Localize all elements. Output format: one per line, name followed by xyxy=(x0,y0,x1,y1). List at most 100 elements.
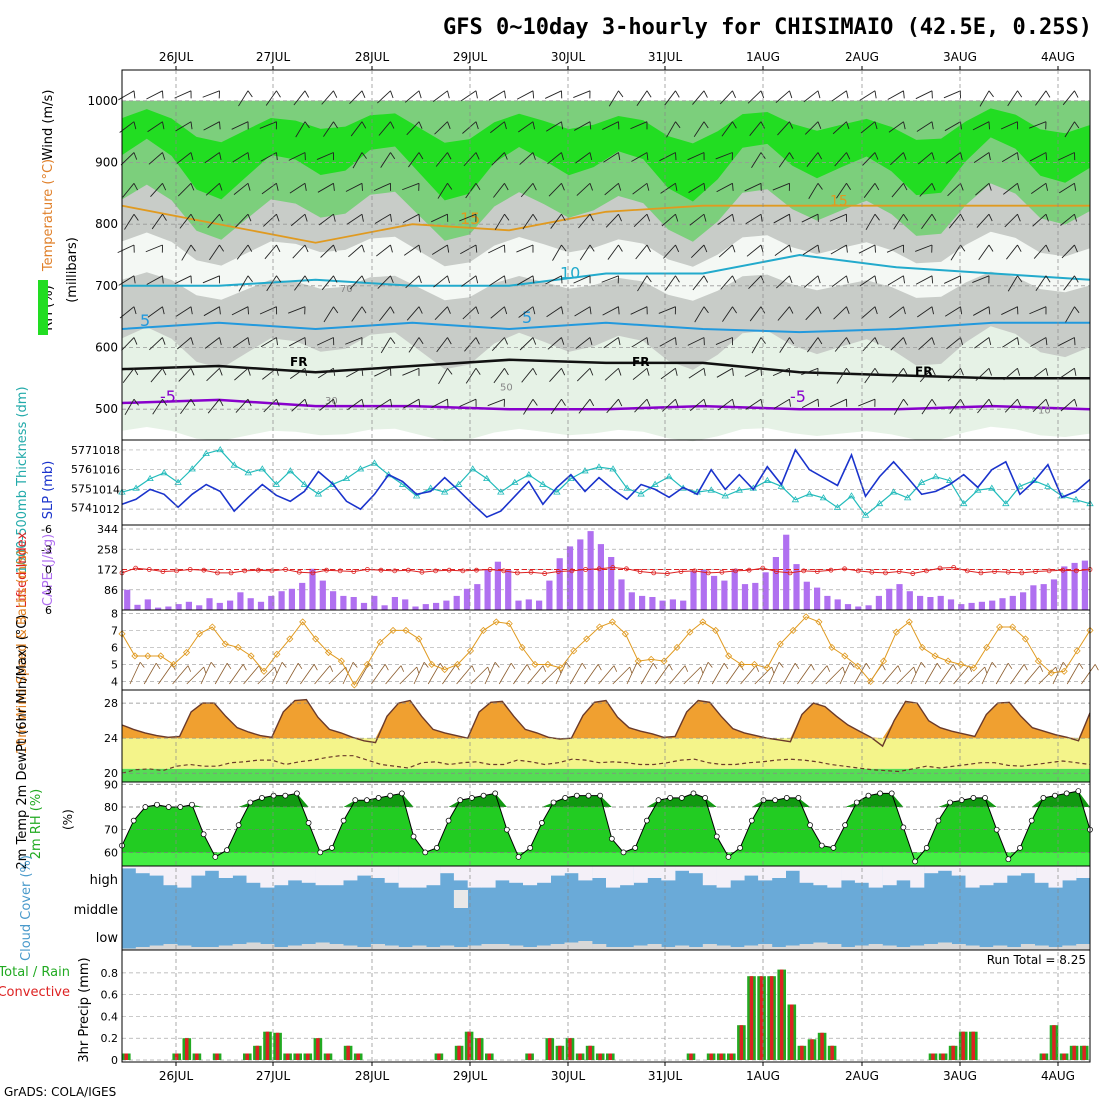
wind-barb-shaft xyxy=(692,90,705,105)
cape-bar xyxy=(360,602,368,610)
wind-barb xyxy=(893,213,909,230)
wind-barb-shaft xyxy=(917,152,933,165)
wind-barb xyxy=(890,152,907,166)
wind-barb-flag xyxy=(1017,244,1022,252)
thickness-point xyxy=(707,486,715,493)
wind-barb xyxy=(664,275,680,291)
wind10-barb-shaft xyxy=(782,663,796,685)
wind-barb-flag xyxy=(789,275,793,284)
wind-barb-shaft xyxy=(321,90,334,105)
wind-barb xyxy=(635,244,651,260)
wind-barb xyxy=(117,244,135,254)
wind-barb-shaft xyxy=(863,183,876,198)
wind-barb-shaft xyxy=(573,275,591,284)
wind10-barb xyxy=(456,665,476,685)
li-point xyxy=(992,569,997,574)
wind-barb-shaft xyxy=(858,398,876,407)
cape-bar xyxy=(659,600,666,610)
wind-barb xyxy=(891,183,908,198)
wind-barb xyxy=(316,152,334,161)
wind-barb xyxy=(517,275,535,286)
wind-barb xyxy=(689,398,707,412)
wind-barb xyxy=(175,121,193,132)
wind10-point xyxy=(286,635,294,643)
li-tick-label: -6 xyxy=(41,523,52,536)
wind-barb-flag xyxy=(646,399,651,407)
rh2m-point xyxy=(865,792,872,799)
wind-barb-shaft xyxy=(719,90,733,105)
wind-barb-flag xyxy=(1074,90,1079,98)
li-point xyxy=(814,569,820,574)
wind-barb-shaft xyxy=(915,90,933,100)
cloud-low-bar xyxy=(592,944,607,950)
wind-barb xyxy=(460,90,478,102)
cloud-high-bar xyxy=(771,866,786,878)
wind-barb-flag xyxy=(418,306,423,314)
wind-barb-flag xyxy=(931,90,933,99)
wind10-barb xyxy=(498,662,516,685)
wind-barb-flag xyxy=(447,183,453,190)
wind-barb xyxy=(378,121,395,136)
rh2m-point xyxy=(772,797,778,804)
wind-barb-flag xyxy=(960,244,966,252)
wind-barb-shaft xyxy=(1003,182,1018,195)
wind-barb xyxy=(549,367,566,382)
wind-barb xyxy=(1061,244,1078,259)
li-point xyxy=(215,570,220,576)
wind-barb-flag xyxy=(247,337,250,346)
cloud-high-bar xyxy=(758,866,773,881)
li-line xyxy=(121,566,1091,575)
wind-barb-shaft xyxy=(973,306,990,316)
wind-barb xyxy=(664,90,680,106)
wind-barb-shaft xyxy=(746,244,762,257)
wind-barb-shaft xyxy=(207,213,220,229)
cloud-high-bar xyxy=(384,866,399,883)
wind-barb-flag xyxy=(988,306,991,315)
precip-conv-bar xyxy=(275,1032,280,1060)
thickness-labels: 1000-500mb Thickness (dm) SLP (mb) xyxy=(15,386,56,573)
wind-barb-shaft xyxy=(203,306,220,317)
wind10-barb-shaft xyxy=(669,665,686,685)
wind-barb xyxy=(348,244,365,258)
cloud-low-bar xyxy=(495,944,510,950)
wind-barb xyxy=(808,183,823,199)
cloud-high-bar xyxy=(827,866,842,888)
wind10-point xyxy=(299,618,307,626)
wind-barb xyxy=(630,121,648,130)
li-point xyxy=(337,568,343,574)
wind-barb-shaft xyxy=(1029,121,1047,129)
wind-barb-flag xyxy=(931,337,935,345)
wind10-barb-shaft xyxy=(229,664,244,685)
li-point xyxy=(351,569,357,574)
wind-barb-shaft xyxy=(203,121,220,131)
wind-barb xyxy=(889,306,906,319)
wind10-barb xyxy=(513,664,531,685)
li-point xyxy=(828,567,834,573)
wind-barb-shaft xyxy=(350,121,363,137)
date-label-top: 3AUG xyxy=(943,50,977,64)
wind-barb-flag xyxy=(703,275,709,283)
cape-bar xyxy=(1071,562,1078,610)
precip-tick-label: 0.8 xyxy=(101,967,119,980)
cape-bar xyxy=(711,575,718,610)
wind-barb xyxy=(522,213,538,230)
wind-barb xyxy=(408,152,424,168)
date-label-top: 28JUL xyxy=(355,50,390,64)
cape-bar xyxy=(649,597,656,610)
wind-barb xyxy=(436,337,452,353)
wind-barb xyxy=(207,398,224,414)
wind-barb-flag xyxy=(903,183,908,191)
wind-barb-shaft xyxy=(405,275,420,289)
wind-barb-flag xyxy=(1017,152,1019,161)
li-point xyxy=(1073,568,1079,574)
wind-barb-shaft xyxy=(833,306,847,320)
wind-barb-flag xyxy=(646,90,652,98)
wind-barb xyxy=(317,367,336,379)
wind-barb xyxy=(687,337,705,346)
wind-barb-flag xyxy=(190,337,194,345)
wind-barb-shaft xyxy=(945,152,961,164)
wind-barb-shaft xyxy=(231,306,249,316)
wind10-barb xyxy=(797,664,815,685)
